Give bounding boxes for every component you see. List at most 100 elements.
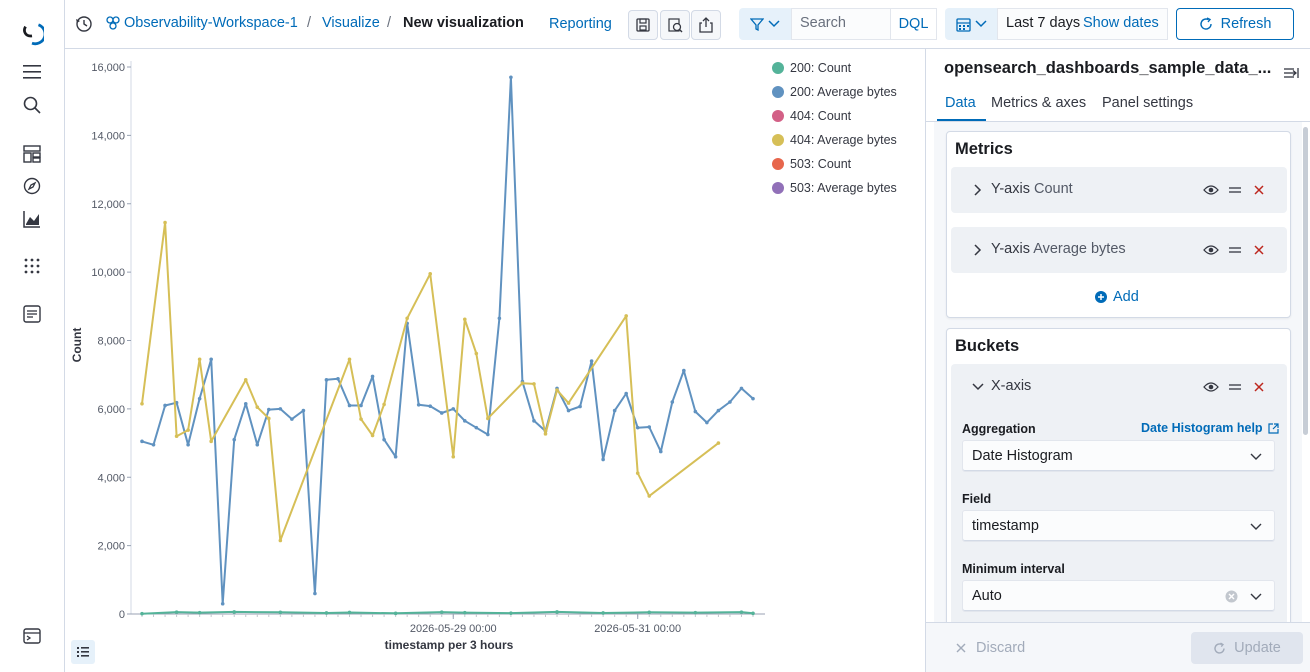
search-icon[interactable] <box>20 93 44 117</box>
inspect-button[interactable] <box>660 10 690 40</box>
date-histogram-help-link[interactable]: Date Histogram help <box>1141 421 1279 435</box>
legend-item[interactable]: 200: Average bytes <box>772 83 897 101</box>
menu-icon[interactable] <box>20 60 44 84</box>
search-input[interactable]: Search <box>791 8 891 40</box>
data-point[interactable] <box>555 610 559 614</box>
data-point[interactable] <box>428 272 433 276</box>
data-point[interactable] <box>243 378 248 382</box>
data-point[interactable] <box>232 610 237 614</box>
field-select[interactable]: timestamp <box>962 510 1275 542</box>
data-point[interactable] <box>186 428 190 432</box>
eye-icon[interactable] <box>1202 241 1220 259</box>
data-point[interactable] <box>728 400 732 404</box>
data-point[interactable] <box>543 432 548 436</box>
update-button[interactable]: Update <box>1191 632 1303 664</box>
data-point[interactable] <box>140 439 144 444</box>
data-point[interactable] <box>324 378 329 382</box>
drag-handle-icon[interactable] <box>1226 378 1244 396</box>
data-point[interactable] <box>359 417 363 421</box>
filter-menu-button[interactable] <box>739 8 791 40</box>
data-point[interactable] <box>197 610 202 615</box>
data-point[interactable] <box>647 425 652 429</box>
data-point[interactable] <box>497 316 502 321</box>
panel-scrollbar[interactable] <box>1303 127 1308 435</box>
remove-icon[interactable] <box>1250 181 1268 199</box>
legend-item[interactable]: 404: Average bytes <box>772 131 897 149</box>
data-point[interactable] <box>509 75 513 80</box>
reports-icon[interactable] <box>20 302 44 326</box>
data-point[interactable] <box>532 419 536 423</box>
data-point[interactable] <box>739 610 744 614</box>
metric-row-average-bytes[interactable]: Y-axis Average bytes <box>951 227 1287 273</box>
date-picker-button[interactable] <box>945 8 997 40</box>
history-icon[interactable] <box>75 15 93 36</box>
data-point[interactable] <box>612 408 617 413</box>
data-point[interactable] <box>382 437 386 442</box>
data-point[interactable] <box>278 407 283 411</box>
visualize-icon[interactable] <box>20 207 44 231</box>
data-point[interactable] <box>474 425 479 430</box>
data-point[interactable] <box>347 357 352 362</box>
data-point[interactable] <box>589 359 594 363</box>
data-point[interactable] <box>462 317 467 322</box>
dashboard-icon[interactable] <box>20 142 44 166</box>
chevron-right-icon[interactable] <box>969 241 987 259</box>
legend-item[interactable]: 503: Average bytes <box>772 179 897 197</box>
data-point[interactable] <box>347 610 352 615</box>
data-point[interactable] <box>635 425 640 430</box>
data-point[interactable] <box>393 454 398 459</box>
data-point[interactable] <box>428 404 433 408</box>
apps-grid-icon[interactable] <box>20 254 44 278</box>
data-point[interactable] <box>647 494 652 498</box>
data-point[interactable] <box>255 405 260 409</box>
tab-data[interactable]: Data <box>945 95 976 111</box>
data-point[interactable] <box>566 401 571 405</box>
discover-compass-icon[interactable] <box>20 174 44 198</box>
data-point[interactable] <box>693 610 698 615</box>
data-point[interactable] <box>716 408 721 413</box>
data-point[interactable] <box>462 419 467 423</box>
data-point[interactable] <box>532 382 536 386</box>
data-point[interactable] <box>393 611 398 616</box>
data-point[interactable] <box>232 437 237 442</box>
data-point[interactable] <box>313 591 317 596</box>
data-point[interactable] <box>555 388 559 392</box>
data-point[interactable] <box>705 420 709 425</box>
data-point[interactable] <box>197 357 202 362</box>
data-point[interactable] <box>670 400 675 404</box>
data-point[interactable] <box>151 442 156 447</box>
data-point[interactable] <box>578 404 582 409</box>
data-point[interactable] <box>509 611 513 615</box>
data-point[interactable] <box>267 407 271 412</box>
data-point[interactable] <box>290 417 294 421</box>
data-point[interactable] <box>451 407 456 411</box>
breadcrumb-visualize[interactable]: Visualize <box>322 15 380 31</box>
add-metric-button[interactable]: Add <box>1095 289 1139 305</box>
data-point[interactable] <box>439 411 444 415</box>
data-point[interactable] <box>174 434 179 439</box>
data-point[interactable] <box>635 471 640 475</box>
data-point[interactable] <box>243 401 248 406</box>
data-point[interactable] <box>370 374 375 379</box>
data-point[interactable] <box>382 402 386 407</box>
chevron-down-icon[interactable] <box>969 378 987 396</box>
data-point[interactable] <box>405 316 409 321</box>
clear-icon[interactable] <box>1225 590 1238 603</box>
dql-button[interactable]: DQL <box>891 8 937 40</box>
data-point[interactable] <box>278 610 283 615</box>
data-point[interactable] <box>163 403 167 408</box>
data-point[interactable] <box>682 368 686 373</box>
time-range-display[interactable]: Last 7 days Show dates <box>997 8 1168 40</box>
data-point[interactable] <box>174 610 179 614</box>
data-point[interactable] <box>197 396 202 401</box>
data-point[interactable] <box>209 357 213 362</box>
data-point[interactable] <box>601 611 605 615</box>
data-point[interactable] <box>278 538 283 543</box>
tab-panel-settings[interactable]: Panel settings <box>1102 95 1194 111</box>
data-point[interactable] <box>220 601 225 606</box>
tab-metrics-axes[interactable]: Metrics & axes <box>991 95 1087 111</box>
legend-toggle-button[interactable] <box>71 640 95 664</box>
data-point[interactable] <box>624 391 628 396</box>
metric-row-count[interactable]: Y-axis Count <box>951 167 1287 213</box>
data-point[interactable] <box>301 408 306 413</box>
